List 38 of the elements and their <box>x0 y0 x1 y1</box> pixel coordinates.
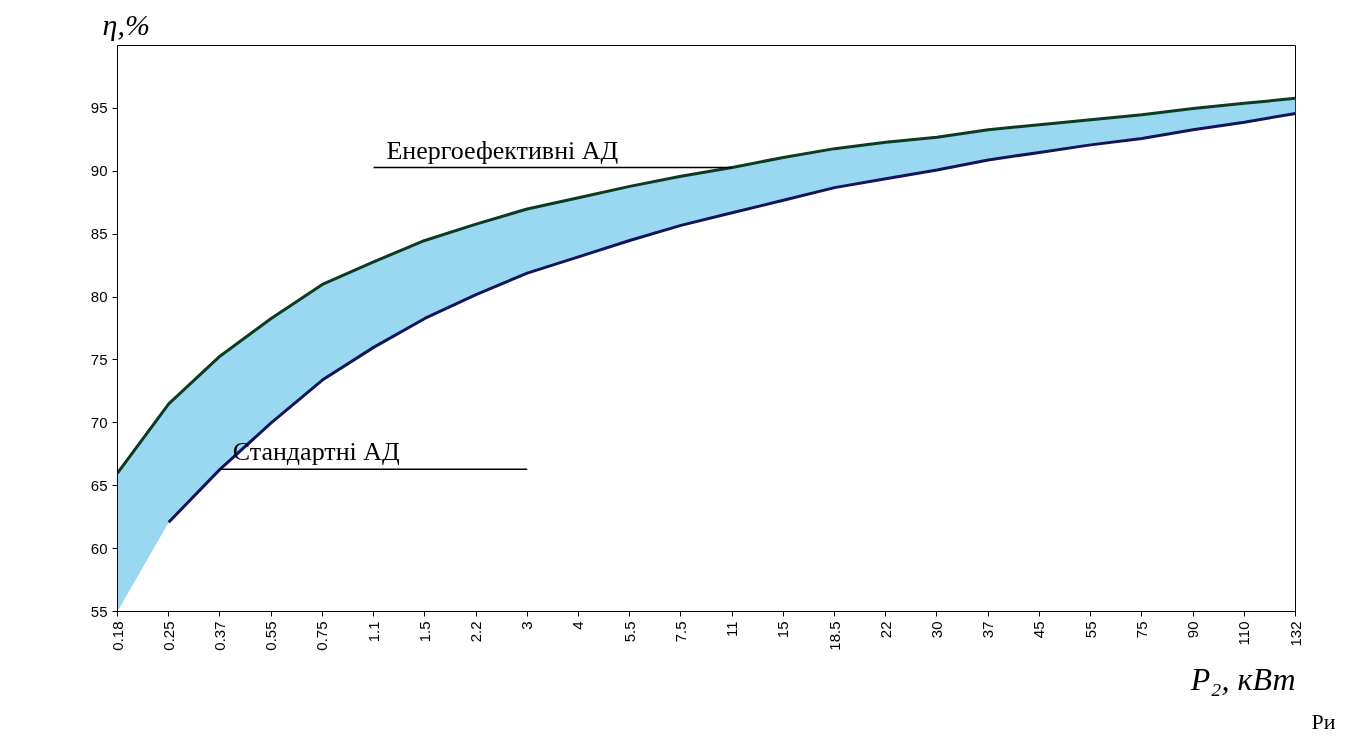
y-axis-title: η,% <box>102 7 150 41</box>
x-tick-label: 90 <box>1184 621 1202 639</box>
x-tick-label: 4 <box>569 621 587 630</box>
y-tick-label: 60 <box>90 539 108 557</box>
x-tick-label: 3 <box>518 621 536 630</box>
x-tick-label: 0.75 <box>313 621 331 651</box>
x-tick-label: 7.5 <box>671 621 689 643</box>
x-tick-label: 11 <box>723 621 741 638</box>
x-tick-label: 37 <box>979 621 997 639</box>
x-tick-label: 0.37 <box>210 621 228 651</box>
x-tick-label: 0.55 <box>262 621 280 651</box>
x-tick-label: 18.5 <box>825 621 843 651</box>
y-tick-label: 85 <box>90 225 108 243</box>
x-tick-label: 55 <box>1081 621 1099 639</box>
annotation: Енергоефективні АД <box>386 135 619 165</box>
x-tick-label: 15 <box>774 621 792 639</box>
x-tick-label: 110 <box>1235 621 1253 646</box>
y-tick-label: 90 <box>90 162 108 180</box>
x-tick-label: 5.5 <box>620 621 638 643</box>
line-series <box>167 111 1296 524</box>
x-tick-label: 45 <box>1030 621 1048 639</box>
x-tick-label: 132 <box>1286 621 1304 647</box>
x-tick-label: 0.25 <box>159 621 177 651</box>
x-tick-label: 22 <box>876 621 894 639</box>
x-tick-label: 30 <box>927 621 945 639</box>
y-tick-label: 95 <box>90 99 108 117</box>
y-tick-label: 70 <box>90 413 108 431</box>
text: Ри <box>1311 708 1336 734</box>
y-tick-label: 80 <box>90 288 108 306</box>
y-tick-label: 65 <box>90 476 108 494</box>
y-tick-label: 75 <box>90 350 108 368</box>
x-axis-title: P₂, кВт <box>1189 660 1296 697</box>
line-series <box>117 96 1296 475</box>
x-tick-label: 0.18 <box>108 621 126 651</box>
x-tick-label: 1.1 <box>364 621 382 643</box>
x-tick-label: 1.5 <box>415 621 433 643</box>
x-tick-label: 75 <box>1132 621 1150 639</box>
x-tick-label: 2.2 <box>467 621 485 643</box>
